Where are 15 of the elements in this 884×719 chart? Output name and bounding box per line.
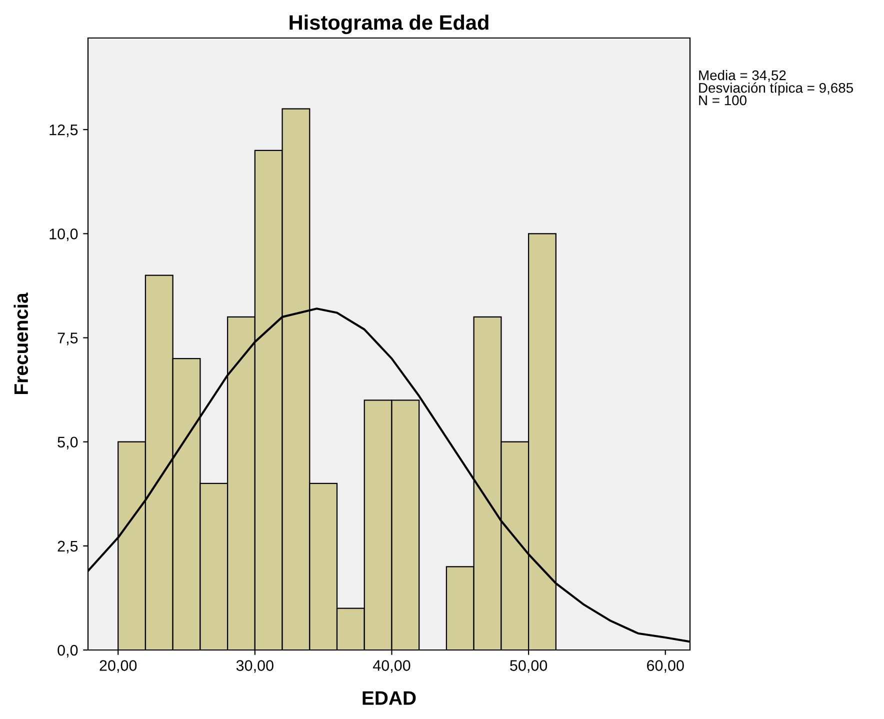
y-tick-label: 12,5	[50, 124, 78, 138]
y-tick-label: 2,5	[58, 540, 78, 554]
chart-title: Histograma de Edad	[290, 14, 488, 34]
x-tick-label: 60,00	[647, 660, 684, 673]
y-tick-label: 10,0	[50, 228, 78, 242]
y-tick-label: 0,0	[58, 644, 78, 658]
y-axis-title: Frecuencia	[14, 292, 28, 394]
y-tick-label: 5,0	[58, 436, 78, 450]
x-tick-label: 50,00	[510, 660, 548, 673]
x-tick-label: 30,00	[236, 660, 274, 673]
x-tick-label: 20,00	[100, 660, 137, 673]
text: Media = 34,52 Desviación típica = 9,685 N = 100	[699, 70, 853, 106]
x-axis-title: EDAD	[362, 691, 416, 705]
y-tick-label: 7,5	[58, 332, 78, 346]
x-tick-label: 40,00	[372, 660, 410, 673]
